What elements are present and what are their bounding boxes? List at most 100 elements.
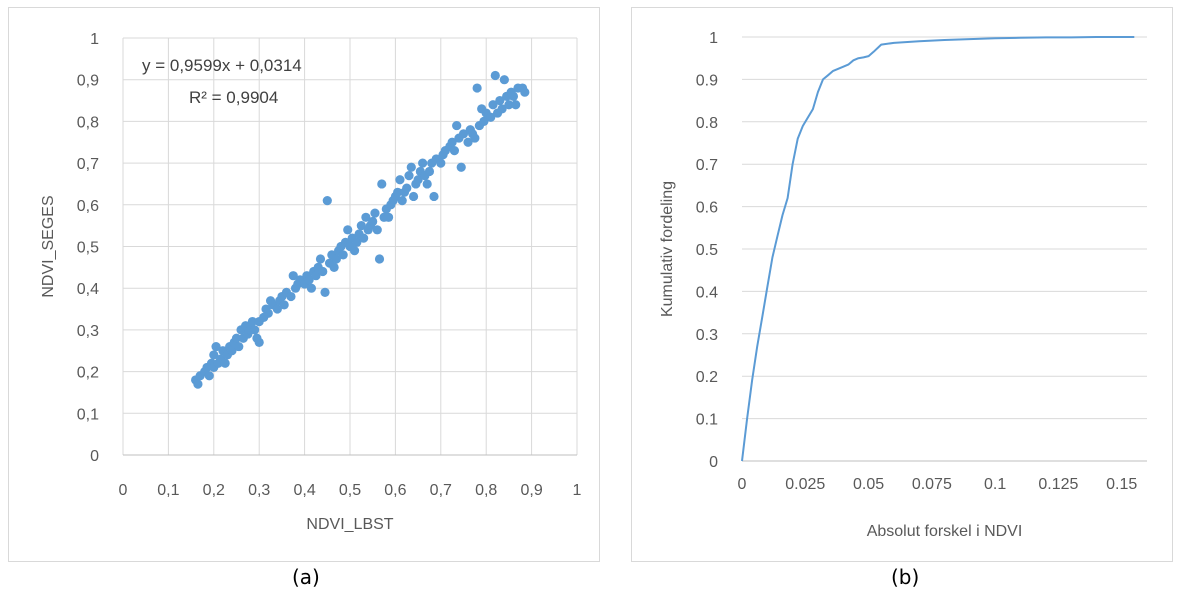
- cdf-chart-svg: 0 0.1 0.2 0.3 0.4 0.5 0.6 0.7 0.8 0.9 1 0 0.025 0.05 0…: [659, 30, 1147, 540]
- x-tick-label: 0.05: [853, 476, 884, 493]
- chart-panel-a: 0 0,1 0,2 0,3 0,4 0,5 0,6 0,7 0,8 0,9 1 0 0,1 0,2 0,3 0…: [8, 7, 600, 562]
- y-tick-label: 0,1: [77, 406, 99, 423]
- y-axis-label: NDVI_SEGES: [40, 195, 57, 297]
- data-point: [263, 308, 273, 318]
- data-point: [429, 191, 439, 202]
- data-point: [272, 304, 282, 314]
- x-tick-label: 0.1: [984, 476, 1006, 493]
- data-point: [331, 254, 341, 264]
- data-point: [490, 70, 500, 81]
- data-point: [247, 316, 257, 327]
- y-tick-label: 1: [709, 30, 718, 47]
- cdf-line: [741, 36, 1135, 462]
- scatter-chart-svg: 0 0,1 0,2 0,3 0,4 0,5 0,6 0,7 0,8 0,9 1 0 0,1 0,2 0,3 0…: [40, 31, 582, 533]
- y-tick-label: 0.6: [696, 200, 718, 217]
- data-point: [486, 112, 496, 122]
- data-point: [393, 187, 403, 197]
- data-point: [359, 233, 369, 243]
- x-tick-label: 0,4: [293, 482, 315, 499]
- y-tick-label: 0,8: [77, 114, 99, 131]
- y-tick-label: 0.1: [696, 412, 718, 429]
- y-tick-label: 0.9: [696, 72, 718, 89]
- data-point: [413, 175, 423, 185]
- data-point: [193, 379, 203, 389]
- x-tick-label: 0,7: [430, 482, 452, 499]
- x-tick-label: 0,1: [157, 482, 179, 499]
- data-point: [352, 237, 362, 247]
- caption-a: (a): [292, 565, 320, 589]
- data-point: [227, 346, 237, 356]
- data-point: [458, 129, 469, 139]
- x-tick-label: 0.15: [1106, 476, 1137, 493]
- y-tick-label: 0,5: [77, 240, 99, 257]
- data-point: [479, 116, 489, 126]
- data-point: [349, 246, 360, 256]
- data-point: [383, 212, 394, 222]
- data-point: [329, 262, 339, 272]
- x-tick-label: 0,2: [203, 482, 225, 499]
- trendline-equation: y = 0,9599x + 0,0314: [142, 56, 302, 75]
- data-point: [250, 325, 260, 335]
- data-point: [504, 100, 514, 110]
- x-tick-label: 1: [573, 482, 582, 499]
- x-tick-label: 0.075: [912, 476, 952, 493]
- data-point: [456, 162, 466, 172]
- data-point: [372, 225, 382, 235]
- y-tick-label: 0.2: [696, 369, 718, 386]
- y-tick-label: 0,4: [77, 281, 99, 298]
- y-tick-label: 0.4: [696, 284, 718, 301]
- data-point: [463, 137, 473, 147]
- y-tick-label: 0,6: [77, 198, 99, 215]
- data-point: [220, 358, 230, 368]
- data-point: [424, 166, 435, 177]
- y-tick-label: 0.5: [696, 242, 718, 259]
- x-axis-label: NDVI_LBST: [306, 516, 393, 533]
- x-tick-label: 0: [119, 482, 128, 499]
- data-point: [472, 83, 482, 93]
- data-point: [343, 225, 353, 235]
- data-point: [368, 216, 378, 227]
- y-tick-label: 0,7: [77, 156, 99, 173]
- data-point: [304, 275, 314, 285]
- data-point: [377, 179, 387, 189]
- data-point: [234, 341, 244, 352]
- x-tick-label: 0: [738, 476, 747, 493]
- data-point: [320, 287, 330, 297]
- x-tick-label: 0,6: [384, 482, 406, 499]
- data-point: [318, 266, 328, 277]
- data-point: [436, 158, 446, 168]
- data-point: [406, 162, 416, 172]
- data-point: [497, 104, 507, 114]
- data-point: [511, 100, 521, 110]
- data-point: [315, 254, 326, 264]
- data-point: [361, 212, 371, 222]
- data-point: [288, 271, 298, 281]
- y-axis-label: Kumulativ fordeling: [659, 181, 676, 317]
- x-tick-label: 0,3: [248, 482, 270, 499]
- data-point: [418, 158, 428, 168]
- y-tick-label: 0,3: [77, 323, 99, 340]
- data-point: [422, 179, 432, 189]
- data-point: [279, 300, 289, 310]
- data-point: [286, 291, 296, 302]
- data-point: [254, 337, 264, 348]
- data-point: [404, 171, 414, 181]
- data-point: [204, 371, 214, 381]
- data-point: [374, 254, 385, 264]
- r-squared-label: R² = 0,9904: [189, 88, 278, 107]
- y-tick-label: 0.3: [696, 327, 718, 344]
- data-point: [231, 333, 242, 343]
- y-tick-label: 0.7: [696, 157, 718, 174]
- y-tick-label: 0: [709, 454, 718, 471]
- data-point: [209, 350, 219, 360]
- data-point: [488, 100, 498, 110]
- caption-b: (b): [891, 565, 920, 589]
- y-tick-label: 0,2: [77, 365, 99, 382]
- x-tick-label: 0,8: [475, 482, 497, 499]
- x-tick-label: 0,5: [339, 482, 361, 499]
- data-point: [211, 341, 221, 352]
- data-point: [520, 87, 530, 97]
- data-point: [356, 221, 366, 231]
- data-point: [447, 137, 457, 147]
- data-point: [499, 75, 509, 85]
